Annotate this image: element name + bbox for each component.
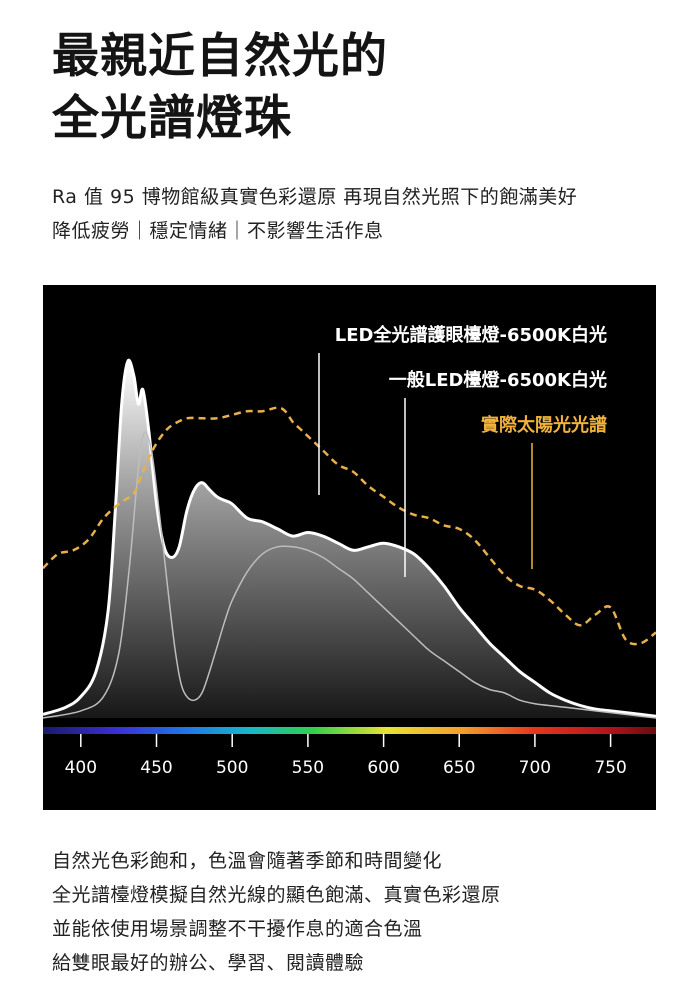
- x-tick-label: 550: [292, 758, 324, 778]
- subtitle-line-2: 降低疲勞｜穩定情緒｜不影響生活作息: [52, 220, 384, 242]
- legend-label-sunlight: 實際太陽光光譜: [481, 414, 607, 436]
- wavelength-color-band: [43, 727, 656, 734]
- subtitle-line-1: Ra 值 95 博物館級真實色彩還原 再現自然光照下的飽滿美好: [52, 186, 578, 208]
- full-spectrum-led-line: [43, 358, 656, 718]
- normal-led-line: [43, 431, 656, 719]
- body-line-3: 並能依使用場景調整不干擾作息的適合色溫: [52, 918, 423, 940]
- body-line-4: 給雙眼最好的辦公、學習、閱讀體驗: [52, 952, 365, 974]
- x-tick-label: 500: [216, 758, 248, 778]
- body-text: 自然光色彩飽和，色溫會隨著季節和時間變化 全光譜檯燈模擬自然光線的顯色飽滿、真實…: [52, 844, 672, 980]
- headline-line-1: 最親近自然光的: [52, 29, 388, 84]
- spectrum-chart-panel: 400 450 500 550 600 650 700 750 LED全光譜護眼檯燈-6500…: [43, 285, 656, 810]
- x-tick-label: 700: [519, 758, 551, 778]
- headline: 最親近自然光的 全光譜燈珠: [52, 26, 652, 150]
- x-tick-label: 750: [594, 758, 626, 778]
- legend-label-full-spectrum-led: LED全光譜護眼檯燈-6500K白光: [335, 324, 607, 346]
- subtitle: Ra 值 95 博物館級真實色彩還原 再現自然光照下的飽滿美好 降低疲勞｜穩定情…: [52, 180, 672, 248]
- x-tick-label: 650: [443, 758, 475, 778]
- body-line-1: 自然光色彩飽和，色溫會隨著季節和時間變化: [52, 850, 443, 872]
- x-tick-label: 600: [367, 758, 399, 778]
- headline-line-2: 全光譜燈珠: [52, 91, 292, 146]
- x-tick-label: 450: [140, 758, 172, 778]
- spectrum-chart: 400 450 500 550 600 650 700 750 LED全光譜護眼檯燈-6500…: [43, 324, 656, 778]
- full-spectrum-led-area: [43, 360, 656, 718]
- x-tick-label: 400: [65, 758, 97, 778]
- sunlight-spectrum-line: [43, 406, 656, 646]
- legend-label-normal-led: 一般LED檯燈-6500K白光: [389, 369, 607, 391]
- body-line-2: 全光譜檯燈模擬自然光線的顯色飽滿、真實色彩還原: [52, 884, 501, 906]
